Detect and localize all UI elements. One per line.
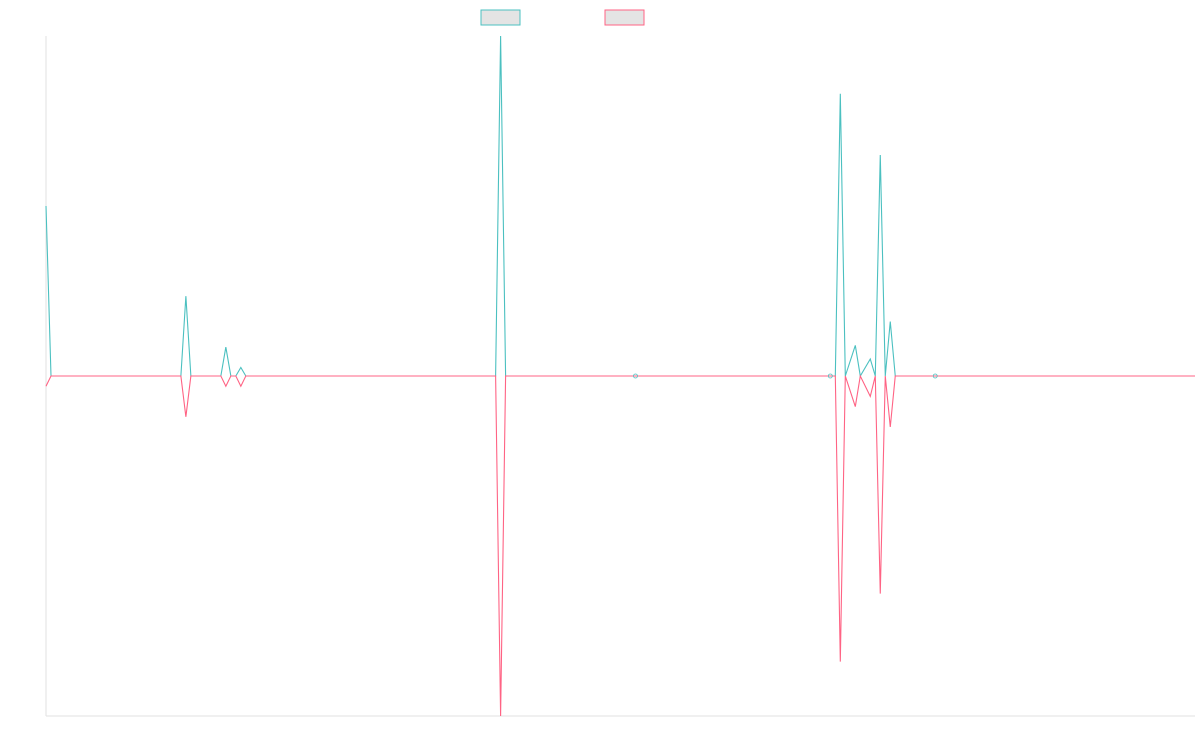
legend xyxy=(480,9,645,26)
data-point-3 xyxy=(932,373,938,379)
series-line-1 xyxy=(45,35,1195,378)
legend-swatch-2 xyxy=(604,9,645,26)
data-point-1 xyxy=(633,373,638,379)
legend-swatch-1 xyxy=(480,9,521,26)
axes xyxy=(45,36,1195,717)
series-line-2 xyxy=(45,374,1195,717)
data-point-2 xyxy=(827,373,833,379)
plot-area xyxy=(45,35,1195,717)
